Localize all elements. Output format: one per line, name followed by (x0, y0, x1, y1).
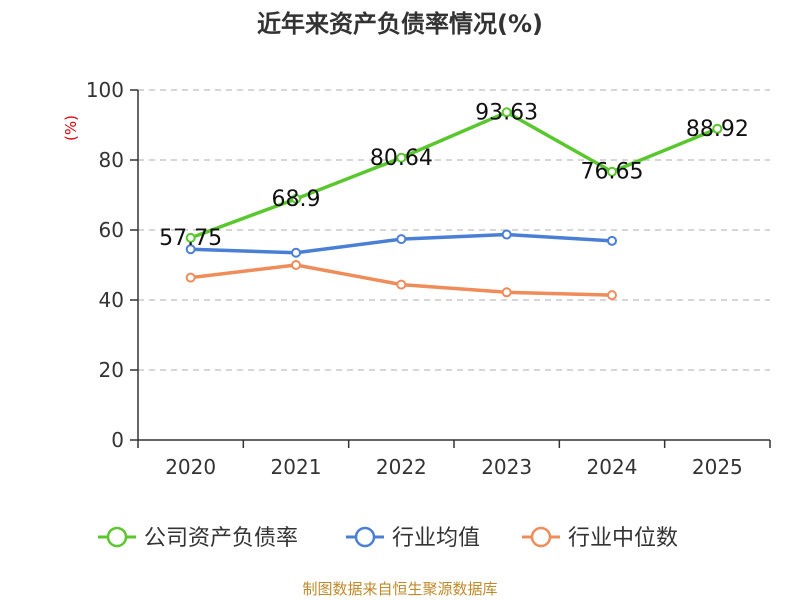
y-tick-label: 40 (99, 288, 124, 312)
data-point (396, 279, 407, 290)
data-point (501, 229, 512, 240)
data-source-note: 制图数据来自恒生聚源数据库 (302, 580, 497, 598)
data-label: 88.92 (686, 117, 749, 142)
x-tick-label: 2021 (271, 455, 322, 479)
data-point (291, 193, 301, 204)
gridlines (138, 89, 770, 371)
data-point (607, 166, 617, 177)
data-point (607, 290, 617, 301)
series-3 (185, 260, 617, 301)
data-label: 68.9 (272, 187, 321, 212)
data-point (501, 107, 512, 118)
series-line (190, 110, 718, 240)
data-label: 76.65 (581, 160, 644, 185)
data-point (501, 287, 512, 298)
data-point (607, 235, 617, 246)
data-point (185, 244, 196, 255)
legend-marker (106, 526, 128, 548)
legend-label: 公司资产负债率 (144, 526, 298, 551)
data-point (291, 247, 301, 258)
chart-title: 近年来资产负债率情况(%) (257, 10, 543, 38)
legend-marker (530, 526, 552, 548)
x-tick-label: 2023 (481, 455, 532, 479)
legend-item-1[interactable]: 公司资产负债率 (98, 526, 298, 551)
data-point (396, 234, 407, 245)
data-point (185, 272, 196, 283)
legend-label: 行业均值 (392, 526, 480, 551)
y-tick-label: 100 (86, 78, 124, 102)
data-label: 57.75 (159, 226, 222, 251)
data-label: 93.63 (475, 100, 538, 125)
x-tick-label: 2020 (165, 455, 216, 479)
x-tick-label: 2024 (587, 455, 638, 479)
series-2 (185, 229, 617, 258)
y-tick-label: 0 (111, 428, 124, 452)
data-point (185, 232, 196, 243)
legend-marker (354, 526, 376, 548)
y-tick-label: 80 (99, 148, 124, 172)
legend[interactable]: 公司资产负债率 行业均值 行业中位数 (98, 526, 678, 551)
data-point (396, 152, 407, 163)
axes: 0 20 40 60 80 100 2020 2021 2022 2023 2024 2025 (86, 78, 771, 479)
data-point (291, 260, 301, 270)
y-tick-label: 20 (99, 358, 124, 382)
legend-item-3[interactable]: 行业中位数 (522, 526, 678, 551)
x-tick-label: 2022 (376, 455, 427, 479)
data-point (712, 123, 723, 134)
y-axis-label: (%) (62, 115, 80, 141)
data-label: 80.64 (370, 146, 433, 171)
legend-item-2[interactable]: 行业均值 (346, 526, 480, 551)
series-1: 57.75 68.9 80.64 93.63 76.65 88.92 (159, 100, 749, 251)
x-tick-label: 2025 (692, 455, 743, 479)
series-group: 57.75 68.9 80.64 93.63 76.65 88.92 (159, 100, 749, 301)
y-tick-label: 60 (99, 218, 124, 242)
legend-label: 行业中位数 (568, 526, 678, 551)
